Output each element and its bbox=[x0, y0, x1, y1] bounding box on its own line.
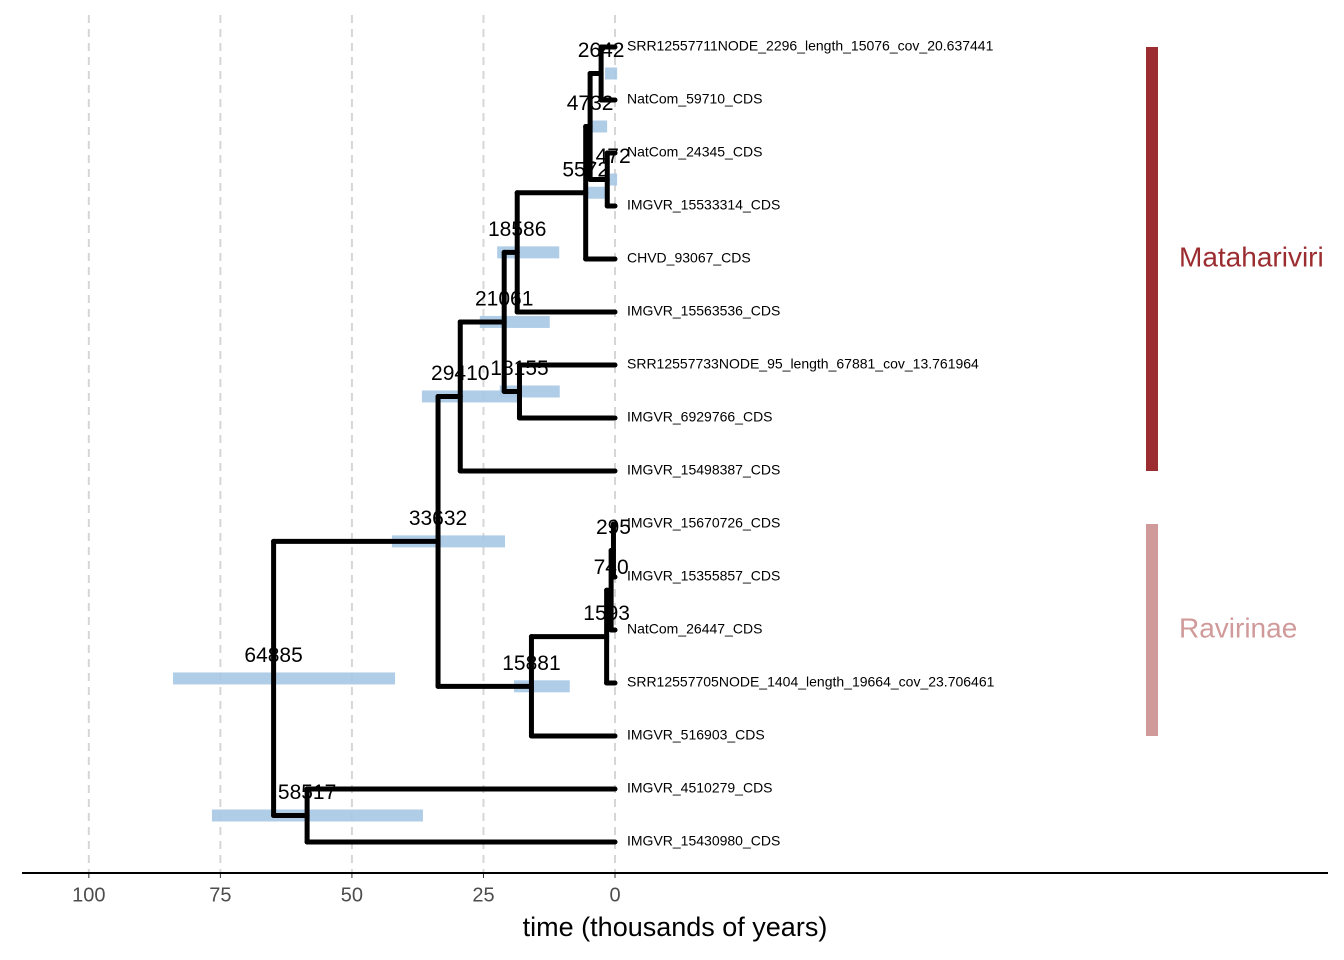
node-age-label: 1472 bbox=[584, 145, 631, 168]
tip-label: IMGVR_15355857_CDS bbox=[627, 568, 780, 584]
tip-label: SRR12557733NODE_95_length_67881_cov_13.7… bbox=[627, 356, 979, 372]
hpd-bar bbox=[211, 809, 423, 822]
tip-label: SRR12557711NODE_2296_length_15076_cov_20… bbox=[627, 38, 994, 54]
x-axis-label: time (thousands of years) bbox=[523, 912, 828, 942]
hpd-bar bbox=[605, 67, 618, 80]
node-age-label: 29410 bbox=[431, 362, 489, 385]
hpd-bar bbox=[479, 315, 550, 328]
node-age-label: 740 bbox=[594, 556, 629, 579]
node-age-label: 295 bbox=[596, 516, 631, 539]
node-age-label: 21061 bbox=[475, 287, 533, 310]
hpd-bar bbox=[421, 390, 520, 403]
node-age-label: 33632 bbox=[409, 507, 467, 530]
x-tick-label: 50 bbox=[341, 884, 363, 906]
tip-label: IMGVR_15430980_CDS bbox=[627, 833, 780, 849]
node-age-label: 15881 bbox=[502, 652, 560, 675]
tip-label: NatCom_59710_CDS bbox=[627, 91, 762, 107]
tip-label: IMGVR_15498387_CDS bbox=[627, 462, 780, 478]
hpd-bar bbox=[497, 246, 560, 259]
hpd-bar bbox=[609, 173, 618, 186]
clade-label: Ravirinae bbox=[1179, 612, 1297, 643]
node-age-label: 1593 bbox=[583, 602, 630, 625]
tip-label: CHVD_93067_CDS bbox=[627, 250, 751, 266]
hpd-bar bbox=[591, 120, 608, 133]
tip-label: IMGVR_4510279_CDS bbox=[627, 780, 773, 796]
hpd-bar bbox=[391, 535, 506, 548]
node-age-label: 2642 bbox=[578, 39, 625, 62]
node-age-label: 64885 bbox=[244, 644, 302, 667]
hpd-bar bbox=[173, 672, 396, 685]
tip-label: IMGVR_15563536_CDS bbox=[627, 303, 780, 319]
x-tick-label: 75 bbox=[209, 884, 231, 906]
tip-label: NatCom_26447_CDS bbox=[627, 621, 762, 637]
hpd-bar bbox=[587, 186, 606, 199]
x-tick-label: 0 bbox=[609, 884, 620, 906]
clade-label: Matahariviri bbox=[1179, 241, 1324, 272]
tip-label: IMGVR_15533314_CDS bbox=[627, 197, 780, 213]
tip-label: NatCom_24345_CDS bbox=[627, 144, 762, 160]
tip-label: IMGVR_15670726_CDS bbox=[627, 515, 780, 531]
node-age-label: 18586 bbox=[488, 218, 546, 241]
clade-bar bbox=[1146, 47, 1158, 471]
node-age-label: 5572 bbox=[562, 158, 609, 181]
x-tick-label: 25 bbox=[472, 884, 494, 906]
tip-label: SRR12557705NODE_1404_length_19664_cov_23… bbox=[627, 674, 995, 690]
tip-label: IMGVR_516903_CDS bbox=[627, 727, 765, 743]
node-age-label: 58517 bbox=[278, 781, 336, 804]
node-age-label: 4732 bbox=[567, 92, 614, 115]
hpd-bar bbox=[513, 680, 570, 693]
x-tick-label: 100 bbox=[72, 884, 105, 906]
node-age-label: 18155 bbox=[490, 357, 548, 380]
clade-bar bbox=[1146, 524, 1158, 736]
tip-label: IMGVR_6929766_CDS bbox=[627, 409, 773, 425]
